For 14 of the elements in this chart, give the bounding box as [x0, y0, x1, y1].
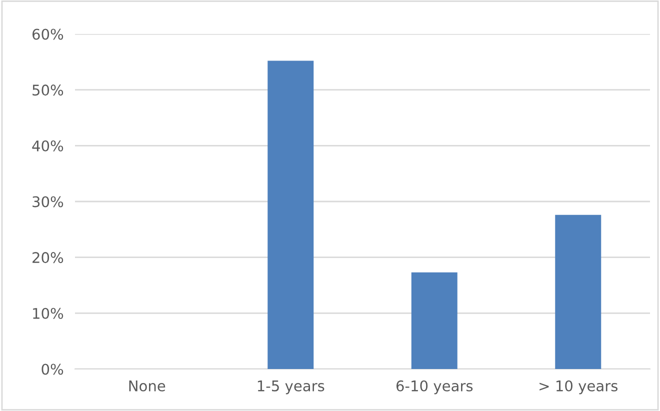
y-tick-label: 50% [32, 84, 64, 96]
bar [411, 272, 458, 369]
y-tick-label: 20% [32, 252, 64, 264]
x-tick-label: 6-10 years [396, 380, 473, 394]
y-tick-label: 30% [32, 196, 64, 208]
bar [555, 214, 602, 369]
y-tick-label: 60% [32, 28, 64, 40]
x-tick-label: 1-5 years [258, 380, 324, 394]
x-tick-label: None [129, 380, 166, 392]
y-tick-label: 0% [42, 364, 64, 375]
bar [268, 60, 314, 369]
y-tick-label: 10% [33, 308, 64, 319]
x-tick-label: > 10 years [540, 380, 618, 394]
y-tick-label: 40% [32, 140, 64, 152]
